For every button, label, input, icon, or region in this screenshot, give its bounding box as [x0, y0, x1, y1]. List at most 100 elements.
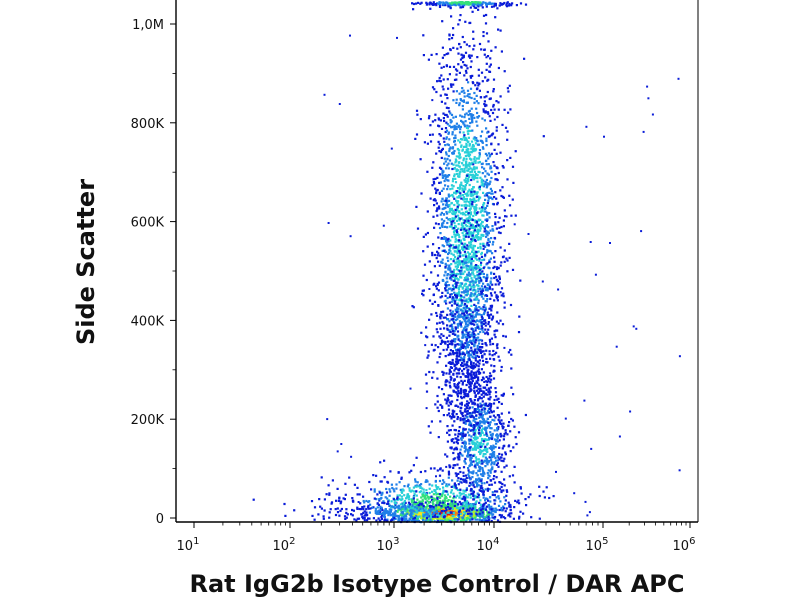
event-dot: [328, 516, 331, 519]
event-dot: [460, 438, 463, 441]
event-dot: [474, 281, 477, 284]
event-dot: [442, 501, 445, 504]
event-dot: [458, 291, 461, 294]
event-dot: [392, 512, 395, 515]
event-dot: [488, 261, 491, 264]
event-dot: [488, 508, 491, 511]
event-dot: [351, 514, 354, 517]
event-dot: [471, 355, 474, 358]
event-dot: [466, 410, 469, 413]
event-dot: [453, 175, 456, 178]
event-dot: [473, 390, 476, 393]
event-dot: [495, 197, 498, 200]
event-dot: [454, 485, 457, 488]
event-dot: [462, 56, 465, 59]
event-dot: [473, 91, 476, 95]
event-dot: [455, 125, 458, 128]
event-dot: [482, 202, 485, 205]
event-dot: [480, 233, 483, 236]
event-dot: [497, 495, 500, 498]
event-dot: [463, 379, 466, 382]
event-dot: [484, 181, 487, 184]
event-dot: [451, 350, 455, 353]
event-dot: [464, 346, 467, 349]
event-dot: [497, 101, 500, 104]
event-dot: [476, 180, 479, 183]
event-dot: [493, 451, 496, 454]
event-dot: [469, 170, 472, 173]
event-dot: [444, 287, 447, 290]
event-dot: [283, 502, 286, 506]
event-dot: [470, 243, 473, 246]
event-dot: [445, 399, 448, 402]
event-dot: [461, 357, 464, 360]
event-dot: [456, 147, 460, 151]
event-dot: [474, 481, 477, 484]
event-dot: [379, 512, 383, 515]
event-dot: [478, 426, 481, 429]
event-dot: [400, 495, 403, 498]
event-dot: [432, 178, 435, 181]
event-dot: [452, 441, 456, 444]
event-dot: [487, 152, 490, 155]
event-dot: [489, 386, 492, 389]
event-dot: [491, 447, 494, 450]
event-dot: [474, 199, 477, 202]
event-dot: [483, 258, 486, 261]
event-dot: [489, 390, 492, 393]
event-dot: [444, 130, 447, 134]
event-dot: [474, 420, 477, 423]
event-dot: [433, 467, 436, 470]
event-dot: [472, 285, 475, 288]
event-dot: [484, 428, 487, 431]
event-dot: [467, 428, 471, 431]
event-dot: [463, 221, 466, 224]
event-dot: [386, 510, 389, 513]
event-dot: [495, 476, 498, 479]
event-dot: [470, 260, 473, 263]
event-dot: [473, 97, 476, 100]
event-dot: [494, 515, 497, 519]
event-dot: [525, 504, 528, 507]
event-dot: [401, 488, 404, 491]
event-dot: [461, 441, 464, 444]
event-dot: [406, 485, 409, 488]
event-dot: [438, 512, 441, 515]
event-dot: [469, 213, 472, 216]
event-dot: [452, 272, 455, 275]
event-dot: [473, 399, 476, 402]
event-dot: [438, 515, 441, 518]
event-dot: [452, 270, 455, 273]
event-dot: [415, 511, 419, 514]
event-dot: [468, 355, 471, 359]
event-dot: [439, 420, 442, 423]
event-dot: [479, 247, 482, 250]
event-dot: [481, 487, 484, 490]
event-dot: [403, 499, 406, 503]
event-dot: [456, 239, 459, 242]
event-dot: [446, 78, 449, 81]
event-dot: [440, 333, 443, 336]
event-dot: [443, 219, 446, 222]
event-dot: [470, 233, 473, 236]
event-dot: [471, 406, 474, 409]
event-dot: [470, 285, 473, 288]
event-dot: [382, 515, 385, 518]
event-dot: [475, 267, 478, 270]
event-dot: [330, 501, 334, 504]
event-dot: [472, 137, 475, 140]
event-dot: [507, 445, 510, 448]
event-dot: [476, 143, 479, 146]
event-dot: [500, 470, 503, 473]
event-dot: [313, 518, 316, 521]
event-dot: [454, 134, 457, 137]
event-dot: [481, 117, 484, 120]
event-dot: [482, 406, 485, 410]
event-dot: [428, 501, 431, 504]
event-dot: [428, 516, 431, 519]
event-dot: [451, 126, 454, 129]
event-dot: [463, 200, 466, 203]
event-dot: [491, 225, 494, 228]
event-dot: [465, 480, 468, 483]
event-dot: [465, 160, 468, 163]
